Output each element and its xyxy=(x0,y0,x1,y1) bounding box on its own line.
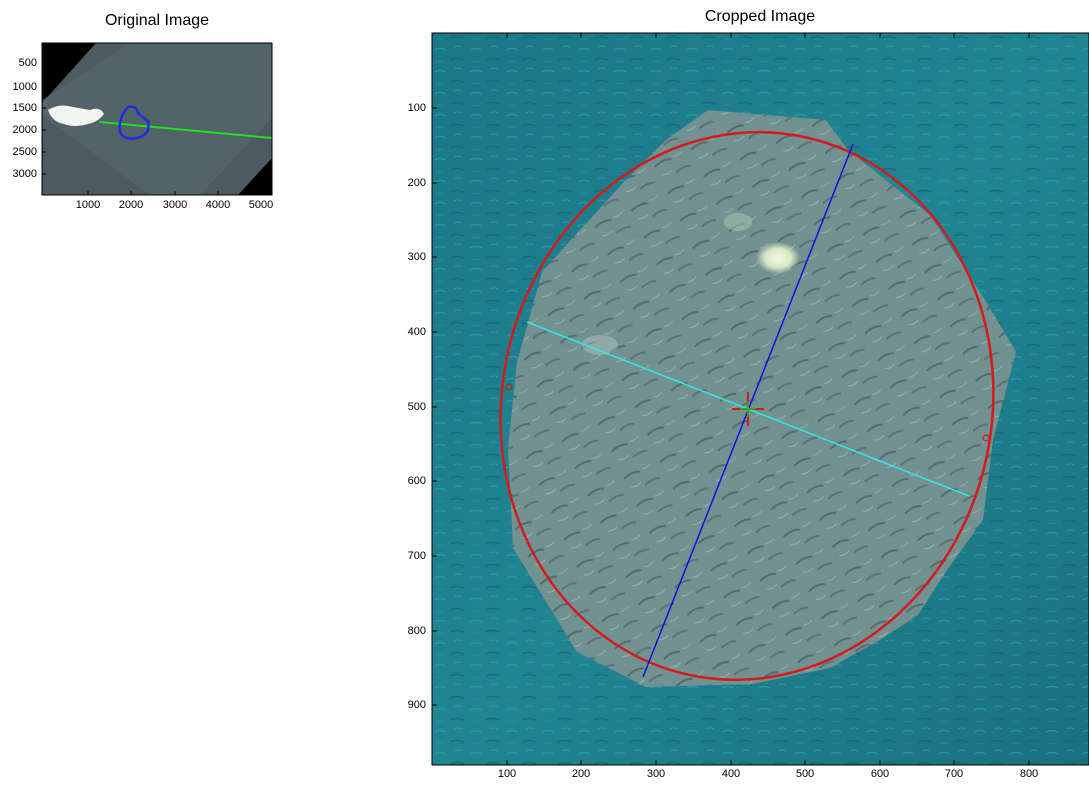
original-image-panel xyxy=(41,42,273,196)
original-ytick-1000: 1000 xyxy=(12,81,37,93)
cropped-ytick-300: 300 xyxy=(407,251,426,263)
original-ytick-2500: 2500 xyxy=(12,146,37,158)
original-ytick-2000: 2000 xyxy=(12,124,37,136)
original-xtick-2000: 2000 xyxy=(118,199,144,211)
original-track-line xyxy=(99,121,272,139)
fish-texture xyxy=(508,110,1016,687)
ellipse-vertex-left xyxy=(505,383,513,391)
cropped-xtick-100: 100 xyxy=(497,768,517,780)
original-axes-frame xyxy=(41,42,273,196)
cropped-ytick-600: 600 xyxy=(407,475,426,487)
cropped-axes-frame xyxy=(431,32,1089,766)
cropped-ytick-500: 500 xyxy=(407,401,426,413)
cropped-xtick-200: 200 xyxy=(571,768,591,780)
cropped-ytick-400: 400 xyxy=(407,326,426,338)
cropped-xtick-700: 700 xyxy=(944,768,964,780)
cropped-ytick-100: 100 xyxy=(407,102,426,114)
cropped-tick-marks xyxy=(432,33,1030,765)
cropped-xtick-500: 500 xyxy=(795,768,815,780)
cropped-xtick-300: 300 xyxy=(646,768,666,780)
original-ytick-3000: 3000 xyxy=(12,168,37,180)
cropped-xtick-600: 600 xyxy=(870,768,890,780)
cropped-xtick-800: 800 xyxy=(1019,768,1039,780)
cropped-image-panel xyxy=(431,32,1089,766)
cropped-ytick-800: 800 xyxy=(407,625,426,637)
original-school-outline xyxy=(118,105,150,140)
original-bright-patch xyxy=(48,105,104,126)
fitted-ellipse xyxy=(499,130,995,682)
ellipse-vertex-right xyxy=(982,434,990,442)
original-ytick-500: 500 xyxy=(18,57,37,69)
original-xtick-3000: 3000 xyxy=(162,199,188,211)
original-tick-marks xyxy=(42,62,262,195)
original-ytick-1500: 1500 xyxy=(12,102,37,114)
cropped-image-title: Cropped Image xyxy=(704,8,816,25)
original-xtick-4000: 4000 xyxy=(205,199,231,211)
foam-patch xyxy=(756,242,800,274)
cropped-ytick-900: 900 xyxy=(407,699,426,711)
original-image-title: Original Image xyxy=(104,12,210,29)
cropped-ytick-200: 200 xyxy=(407,177,426,189)
original-xtick-5000: 5000 xyxy=(248,199,274,211)
cropped-xtick-400: 400 xyxy=(721,768,741,780)
center-marker xyxy=(732,392,764,426)
original-xtick-1000: 1000 xyxy=(75,199,101,211)
cropped-ytick-700: 700 xyxy=(407,550,426,562)
